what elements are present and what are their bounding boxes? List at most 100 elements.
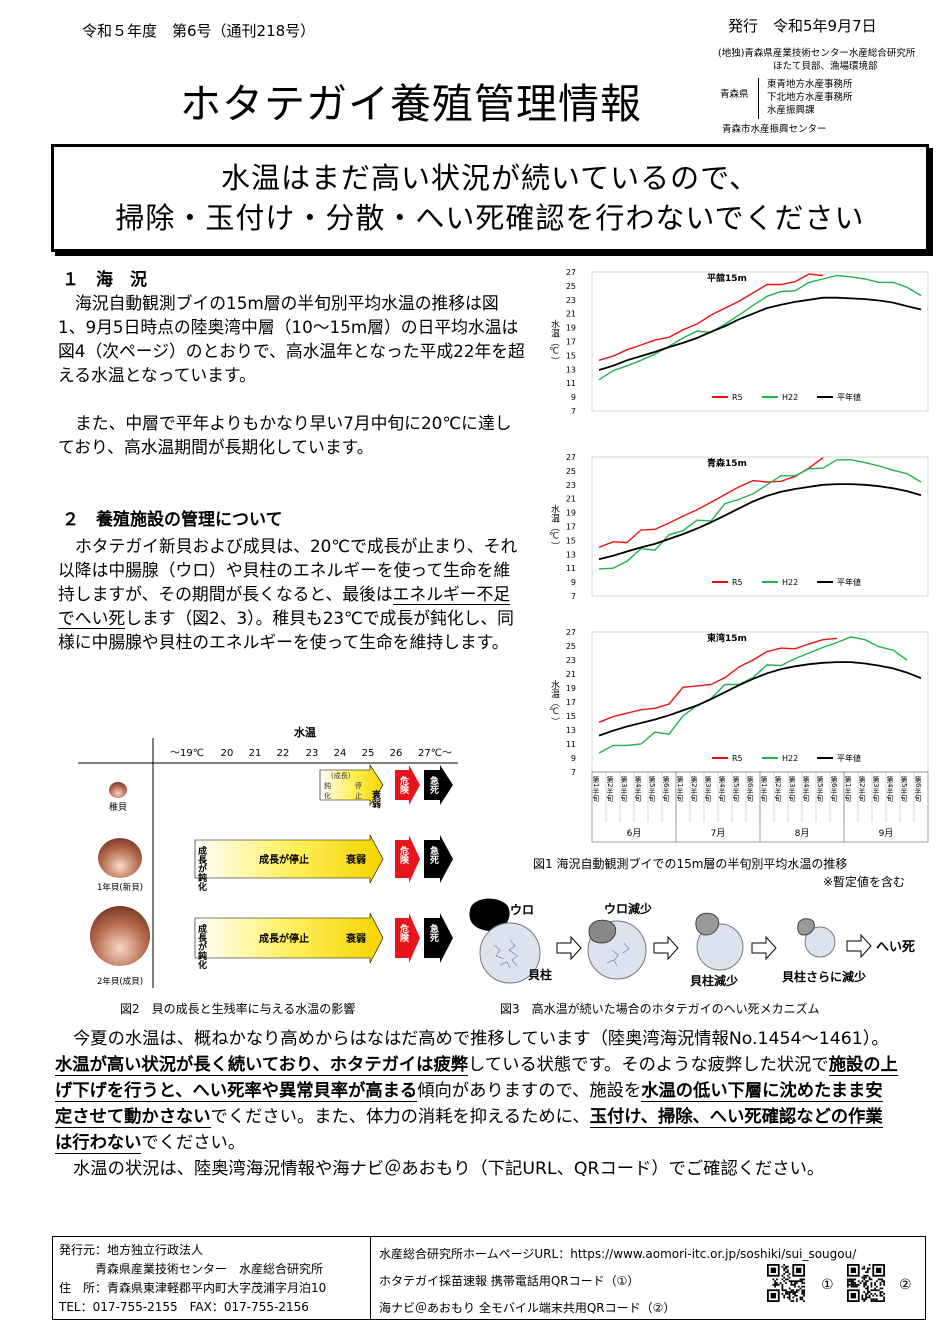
- homepage-url[interactable]: 水産総合研究所ホームページURL：https://www.aomori-itc.…: [379, 1247, 857, 1261]
- uro-reduced: [588, 919, 617, 944]
- section-2-heading: ２ 養殖施設の管理について: [62, 510, 283, 530]
- qr-module: [875, 1294, 878, 1297]
- chart-3-legend-label: 平年値: [837, 753, 861, 763]
- qr-module: [881, 1287, 884, 1290]
- qr-module: [795, 1291, 798, 1293]
- qr-module: [788, 1298, 791, 1301]
- qr-module: [786, 1278, 789, 1281]
- chart-3-y-label: 水温（℃）: [549, 679, 560, 726]
- qr-module: [865, 1274, 867, 1277]
- x-tick-label: 第4半旬: [634, 775, 642, 802]
- qr-module: [874, 1287, 876, 1290]
- qr-module: [866, 1280, 869, 1283]
- chart-3-y-tick: 15: [566, 712, 576, 721]
- qr-module: [865, 1296, 867, 1299]
- qr-module: [861, 1267, 864, 1270]
- section-1-heading: １ 海 況: [62, 270, 147, 290]
- chart-1-y-tick: 21: [566, 310, 576, 319]
- chart-1-y-label: 水温（℃）: [549, 318, 560, 365]
- row-2-growth-arrow: [194, 834, 384, 884]
- section-2-text-a: ホタテガイ新貝および成貝は、20℃で成長が止まり、それ以降は中腸腺（ウロ）や貝柱…: [58, 536, 518, 604]
- chart-3-title: 東湾15m: [707, 632, 747, 644]
- figure-1-caption: 図1 海況自動観測ブイでの15m層の半旬別平均水温の推移: [533, 857, 848, 871]
- qr-1-mark: ①: [821, 1277, 834, 1293]
- qr-module: [850, 1285, 853, 1288]
- qr-module: [850, 1280, 853, 1283]
- qr-module: [788, 1280, 791, 1283]
- qr-module: [863, 1267, 866, 1270]
- qr-module: [870, 1282, 873, 1284]
- qr-module: [795, 1294, 798, 1297]
- row-1-small-2: 鈍: [324, 781, 331, 790]
- qr-module: [788, 1276, 791, 1279]
- row-1-death-arrow: [424, 765, 453, 805]
- qr-module: [786, 1269, 789, 1272]
- x-tick-label: 第2半旬: [690, 775, 698, 802]
- qr-module: [870, 1285, 873, 1288]
- qr-module: [788, 1296, 791, 1299]
- qr-module: [850, 1278, 853, 1281]
- row-3-death: 急死: [428, 923, 440, 943]
- qr-module: [774, 1282, 777, 1284]
- qr-module: [799, 1280, 802, 1283]
- qr-module: [865, 1287, 867, 1290]
- issuer-line-2: ほたて貝部、漁場環境部: [773, 61, 878, 72]
- qr-module: [861, 1280, 864, 1283]
- qr-module: [783, 1296, 786, 1299]
- chart-1-y-tick: 7: [571, 407, 576, 416]
- qr-module: [865, 1271, 867, 1274]
- qr-module: [877, 1278, 880, 1281]
- qr-module: [874, 1292, 876, 1295]
- x-tick-label: 第6半旬: [830, 775, 838, 802]
- chart-1-y-tick: 15: [566, 351, 576, 360]
- row-2-death-arrow: [424, 835, 453, 883]
- qr-module: [874, 1282, 876, 1284]
- qr-module: [799, 1287, 802, 1290]
- temp-21: 21: [249, 748, 262, 759]
- qr-module: [803, 1282, 805, 1284]
- chart-3-y-tick: 19: [566, 684, 576, 693]
- qr-module: [879, 1294, 882, 1297]
- x-tick-label: 第3半旬: [704, 775, 712, 802]
- x-month-label: 7月: [711, 828, 726, 839]
- qr-module: [783, 1280, 786, 1283]
- footer-publisher: 発行元：地方独立行政法人 青森県産業技術センター 水産総合研究所 住 所：青森県…: [53, 1237, 371, 1319]
- x-tick-label: 第5半旬: [732, 775, 740, 802]
- qr-module: [803, 1289, 805, 1292]
- qr-module: [865, 1276, 867, 1279]
- qr-finder: [770, 1292, 777, 1299]
- qr-module: [861, 1296, 864, 1299]
- issuer-city: 青森市水産振興センター: [722, 124, 827, 135]
- qr-module: [801, 1278, 804, 1281]
- row-3-death-arrow: [424, 913, 453, 963]
- qr-module: [870, 1300, 873, 1302]
- chart-3-series-平年値: [598, 661, 922, 737]
- qr-module: [794, 1282, 796, 1284]
- qr-module: [854, 1283, 857, 1286]
- row-3-stop: 成長が停止: [259, 932, 309, 945]
- row-3-danger-arrow: [395, 913, 420, 963]
- qr-module: [788, 1287, 791, 1290]
- x-tick-label: 第6半旬: [662, 775, 670, 802]
- publisher-address: 住 所：青森県東津軽郡平内町大字茂浦字月泊10: [59, 1281, 327, 1295]
- x-tick-label: 第4半旬: [718, 775, 726, 802]
- qr-module: [792, 1300, 795, 1302]
- x-tick-label: 第5半旬: [648, 775, 656, 802]
- headline-box: 水温はまだ高い状況が続いているので、 掃除・玉付け・分散・へい死確認を行わないで…: [51, 144, 929, 252]
- qr-code-2[interactable]: [847, 1264, 885, 1302]
- qr-module: [795, 1280, 798, 1283]
- qr-module: [879, 1291, 882, 1293]
- body-paragraph-2: 水温の状況は、陸奥湾海況情報や海ナビ＠あおもり（下記URL、QRコード）でご確認…: [73, 1159, 825, 1179]
- qr-module: [866, 1274, 869, 1277]
- chart-3-y-tick: 21: [566, 670, 576, 679]
- page-title: ホタテガイ養殖管理情報: [180, 80, 642, 128]
- qr-module: [875, 1280, 878, 1283]
- chart-1-y-tick: 19: [566, 324, 576, 333]
- x-tick-label: 第3半旬: [788, 775, 796, 802]
- qr-module: [863, 1300, 866, 1302]
- qr-module: [874, 1283, 876, 1286]
- qr-module: [866, 1296, 869, 1299]
- qr-code-1[interactable]: [767, 1264, 805, 1302]
- qr-module: [801, 1289, 804, 1292]
- qr-module: [872, 1300, 875, 1302]
